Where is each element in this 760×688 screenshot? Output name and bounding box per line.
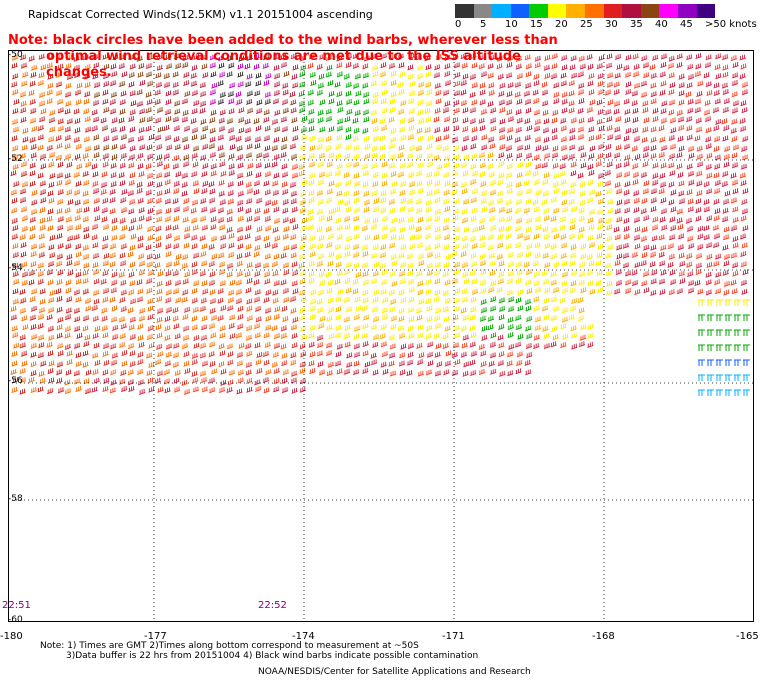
scale-swatch [529, 4, 548, 18]
scale-swatch [696, 4, 716, 18]
scale-tick-label: >50 knots [705, 19, 757, 30]
lon-label-174: -174 [292, 631, 315, 642]
lon-label-168: -168 [592, 631, 615, 642]
time-label-left: 22:51 [2, 600, 31, 611]
contamination-note: Note: black circles have been added to t… [8, 33, 568, 81]
plot-border [8, 50, 754, 622]
footnote-line-1: Note: 1) Times are GMT 2)Times along bot… [40, 641, 419, 651]
scale-swatch [492, 4, 511, 18]
scale-swatch [622, 4, 641, 18]
color-scale-bar [455, 4, 716, 18]
note-line-1: Note: black circles have been added to t… [8, 33, 558, 48]
map-title: Rapidscat Corrected Winds(12.5KM) v1.1 2… [28, 8, 373, 21]
lon-label-171: -171 [442, 631, 465, 642]
note-line-2: optimal wind retrieval conditions are me… [46, 49, 521, 80]
scale-tick-label: 15 [530, 19, 543, 30]
lat-lon-grid [8, 50, 754, 622]
lat-label-60: -60 [8, 615, 23, 625]
wind-speed-color-scale: 0 5 10 15 20 25 30 35 40 45 >50 knots [455, 4, 757, 32]
color-scale-ticks: 0 5 10 15 20 25 30 35 40 45 >50 knots [455, 18, 757, 32]
scale-swatch [585, 4, 604, 18]
credit-line: NOAA/NESDIS/Center for Satellite Applica… [258, 667, 531, 677]
scale-tick-label: 45 [680, 19, 693, 30]
lat-label-50: -50 [8, 50, 23, 60]
scale-swatch [659, 4, 678, 18]
scale-swatch [510, 4, 530, 18]
lon-label-177: -177 [144, 631, 167, 642]
scale-swatch [455, 4, 474, 18]
scale-swatch [473, 4, 493, 18]
lon-label-165: -165 [736, 631, 759, 642]
scale-tick-label: 35 [630, 19, 643, 30]
scale-tick-label: 0 [455, 19, 462, 30]
lon-label-180: -180 [0, 631, 23, 642]
scale-tick-label: 5 [480, 19, 487, 30]
scale-tick-label: 10 [505, 19, 518, 30]
scale-swatch [640, 4, 660, 18]
time-label-right: 22:52 [258, 600, 287, 611]
scale-tick-label: 25 [580, 19, 593, 30]
scale-swatch [603, 4, 623, 18]
scale-tick-label: 40 [655, 19, 668, 30]
lat-label-56: -56 [8, 376, 23, 386]
lat-label-54: -54 [8, 263, 23, 273]
scale-swatch [547, 4, 567, 18]
lat-label-58: -58 [8, 494, 23, 504]
lat-label-52: -52 [8, 154, 23, 164]
scale-swatch [677, 4, 697, 18]
scale-swatch [566, 4, 586, 18]
scale-tick-label: 20 [555, 19, 568, 30]
wind-barbs [10, 53, 750, 396]
footnote-line-2: 3)Data buffer is 22 hrs from 20151004 4)… [66, 651, 479, 661]
scale-tick-label: 30 [605, 19, 618, 30]
wind-barb-map [8, 50, 754, 622]
